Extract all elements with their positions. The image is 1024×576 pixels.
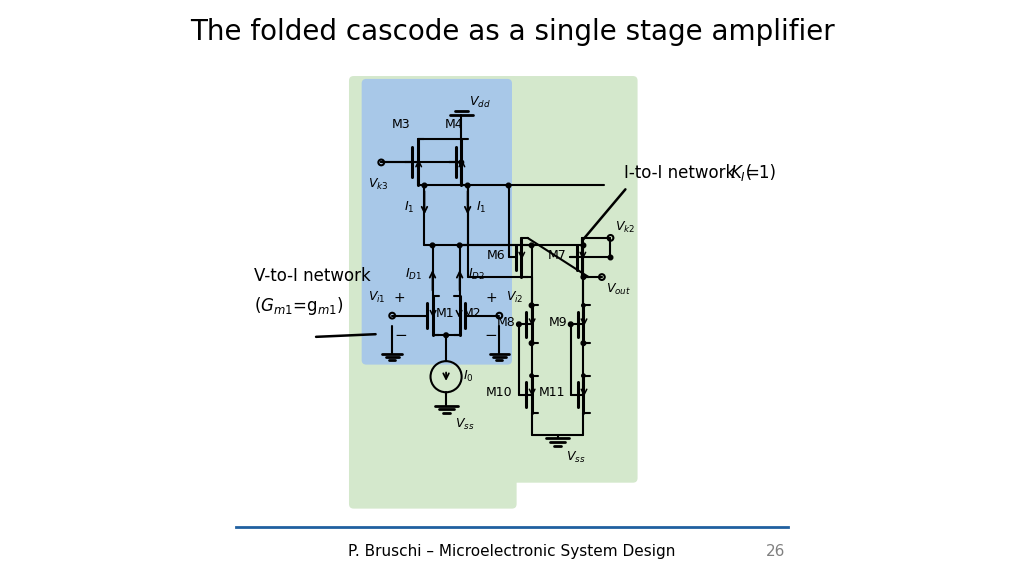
- Circle shape: [582, 304, 585, 307]
- Text: +: +: [486, 291, 498, 305]
- Text: $I_0$: $I_0$: [463, 369, 474, 384]
- Circle shape: [506, 183, 511, 188]
- Text: $V_{dd}$: $V_{dd}$: [469, 94, 492, 109]
- Circle shape: [430, 243, 435, 248]
- FancyBboxPatch shape: [470, 76, 638, 483]
- Text: +: +: [394, 291, 406, 305]
- Circle shape: [529, 304, 534, 307]
- Text: =1): =1): [745, 164, 776, 182]
- Text: $I_1$: $I_1$: [476, 200, 486, 215]
- Text: V-to-I network: V-to-I network: [254, 267, 371, 286]
- Text: $K_I$: $K_I$: [730, 163, 745, 183]
- Circle shape: [568, 322, 573, 327]
- Circle shape: [582, 341, 586, 346]
- Circle shape: [529, 303, 534, 308]
- Text: M7: M7: [548, 249, 566, 262]
- Circle shape: [459, 160, 464, 165]
- Text: $I_1$: $I_1$: [403, 200, 414, 215]
- Text: M8: M8: [497, 316, 515, 329]
- Text: $V_{k3}$: $V_{k3}$: [368, 177, 389, 192]
- Text: P. Bruschi – Microelectronic System Design: P. Bruschi – Microelectronic System Desi…: [348, 544, 676, 559]
- Circle shape: [529, 374, 534, 377]
- Circle shape: [465, 183, 470, 188]
- Circle shape: [443, 333, 449, 338]
- Text: M11: M11: [539, 386, 565, 399]
- Text: −: −: [484, 328, 498, 343]
- Text: The folded cascode as a single stage amplifier: The folded cascode as a single stage amp…: [189, 18, 835, 46]
- FancyBboxPatch shape: [361, 79, 512, 365]
- Text: $V_{k2}$: $V_{k2}$: [615, 220, 635, 235]
- Text: M6: M6: [486, 249, 505, 262]
- Text: −: −: [394, 328, 407, 343]
- Circle shape: [608, 255, 612, 260]
- Text: $V_{i2}$: $V_{i2}$: [506, 290, 524, 305]
- Text: $V_{out}$: $V_{out}$: [606, 282, 632, 297]
- Circle shape: [529, 243, 534, 248]
- FancyBboxPatch shape: [349, 76, 516, 509]
- Circle shape: [582, 374, 585, 377]
- Circle shape: [582, 275, 586, 279]
- Circle shape: [458, 243, 462, 248]
- Circle shape: [517, 322, 521, 327]
- Text: M3: M3: [392, 118, 411, 131]
- Text: M2: M2: [463, 307, 481, 320]
- Text: M4: M4: [445, 118, 464, 131]
- Text: $V_{ss}$: $V_{ss}$: [566, 450, 586, 465]
- Circle shape: [582, 243, 586, 248]
- Text: I-to-I network  (: I-to-I network (: [625, 164, 753, 182]
- Text: $V_{ss}$: $V_{ss}$: [456, 417, 475, 432]
- Text: M10: M10: [485, 386, 512, 399]
- Text: M9: M9: [549, 316, 567, 329]
- Text: $V_{i1}$: $V_{i1}$: [368, 290, 385, 305]
- Text: M1: M1: [435, 307, 454, 320]
- Text: $I_{D1}$: $I_{D1}$: [404, 267, 422, 282]
- Text: 26: 26: [766, 544, 785, 559]
- Text: ($G_{m1}$=g$_{m1}$): ($G_{m1}$=g$_{m1}$): [254, 295, 343, 317]
- Text: $I_{D2}$: $I_{D2}$: [468, 267, 484, 282]
- Circle shape: [422, 183, 427, 188]
- Circle shape: [529, 341, 534, 346]
